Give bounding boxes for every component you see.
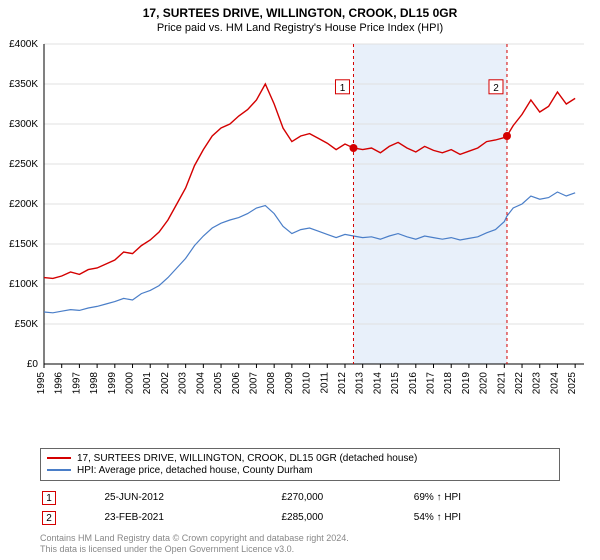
xtick-label: 2001 bbox=[142, 372, 153, 395]
marker-box: 1 bbox=[42, 491, 56, 505]
xtick-label: 2024 bbox=[549, 372, 560, 395]
xtick-label: 2002 bbox=[160, 372, 171, 395]
xtick-label: 2005 bbox=[213, 372, 224, 395]
xtick-label: 2017 bbox=[426, 372, 437, 395]
ytick-label: £0 bbox=[27, 359, 39, 370]
page-subtitle: Price paid vs. HM Land Registry's House … bbox=[0, 22, 600, 34]
marker-delta: 54% ↑ HPI bbox=[414, 509, 558, 527]
xtick-label: 2020 bbox=[479, 372, 490, 395]
ytick-label: £150K bbox=[9, 239, 38, 250]
marker-row: 2 23-FEB-2021£285,00054% ↑ HPI bbox=[42, 509, 558, 527]
xtick-label: 1997 bbox=[71, 372, 82, 395]
xtick-label: 2018 bbox=[443, 372, 454, 395]
xtick-label: 2013 bbox=[355, 372, 366, 395]
ytick-label: £50K bbox=[15, 319, 39, 330]
xtick-label: 2009 bbox=[284, 372, 295, 395]
ytick-label: £350K bbox=[9, 79, 38, 90]
footer-line2: This data is licensed under the Open Gov… bbox=[40, 544, 560, 556]
xtick-label: 2016 bbox=[408, 372, 419, 395]
xtick-label: 1999 bbox=[107, 372, 118, 395]
legend-item-property: 17, SURTEES DRIVE, WILLINGTON, CROOK, DL… bbox=[47, 453, 553, 464]
chart-area: £0 £50K £100K £150K £200K £250K £300K £350K £400… bbox=[0, 38, 600, 442]
xtick-label: 2010 bbox=[302, 372, 313, 395]
xtick-label: 1996 bbox=[54, 372, 65, 395]
marker-num-chart: 1 bbox=[340, 83, 346, 94]
xtick-label: 2000 bbox=[125, 372, 136, 395]
xtick-label: 2011 bbox=[319, 372, 330, 394]
legend-item-hpi: HPI: Average price, detached house, Coun… bbox=[47, 465, 553, 476]
legend-label-hpi: HPI: Average price, detached house, Coun… bbox=[77, 465, 313, 476]
marker-price: £285,000 bbox=[281, 509, 411, 527]
legend-label-property: 17, SURTEES DRIVE, WILLINGTON, CROOK, DL… bbox=[77, 453, 417, 464]
chart-svg: £0 £50K £100K £150K £200K £250K £300K £350K £400… bbox=[0, 38, 600, 418]
xtick-label: 2025 bbox=[567, 372, 578, 395]
ytick-label: £250K bbox=[9, 159, 38, 170]
xtick-label: 2019 bbox=[461, 372, 472, 395]
xtick-label: 2008 bbox=[266, 372, 277, 395]
xtick-label: 2006 bbox=[231, 372, 242, 395]
page-title: 17, SURTEES DRIVE, WILLINGTON, CROOK, DL… bbox=[0, 6, 600, 20]
footer-line1: Contains HM Land Registry data © Crown c… bbox=[40, 533, 560, 545]
legend-swatch-property bbox=[47, 457, 71, 459]
marker-row: 1 25-JUN-2012£270,00069% ↑ HPI bbox=[42, 489, 558, 507]
legend: 17, SURTEES DRIVE, WILLINGTON, CROOK, DL… bbox=[40, 448, 560, 481]
xtick-label: 2014 bbox=[372, 372, 383, 395]
footer: Contains HM Land Registry data © Crown c… bbox=[40, 533, 560, 556]
ytick-label: £100K bbox=[9, 279, 38, 290]
legend-swatch-hpi bbox=[47, 469, 71, 471]
marker-box: 2 bbox=[42, 511, 56, 525]
xtick-label: 2015 bbox=[390, 372, 401, 395]
sale-dot bbox=[349, 144, 357, 152]
xtick-label: 1998 bbox=[89, 372, 100, 395]
xtick-label: 2023 bbox=[532, 372, 543, 395]
ytick-label: £200K bbox=[9, 199, 38, 210]
xtick-label: 2021 bbox=[496, 372, 507, 395]
xtick-label: 2022 bbox=[514, 372, 525, 395]
xtick-label: 2007 bbox=[248, 372, 259, 395]
marker-price: £270,000 bbox=[281, 489, 411, 507]
marker-num-chart: 2 bbox=[493, 83, 499, 94]
ytick-label: £400K bbox=[9, 39, 38, 50]
xtick-label: 1995 bbox=[36, 372, 47, 395]
xtick-label: 2004 bbox=[195, 372, 206, 395]
marker-delta: 69% ↑ HPI bbox=[414, 489, 558, 507]
ytick-label: £300K bbox=[9, 119, 38, 130]
sale-dot bbox=[503, 132, 511, 140]
xtick-label: 2012 bbox=[337, 372, 348, 395]
xtick-label: 2003 bbox=[178, 372, 189, 395]
markers-table: 1 25-JUN-2012£270,00069% ↑ HPI 2 23-FEB-202… bbox=[40, 487, 560, 529]
marker-date: 23-FEB-2021 bbox=[104, 509, 279, 527]
marker-date: 25-JUN-2012 bbox=[104, 489, 279, 507]
